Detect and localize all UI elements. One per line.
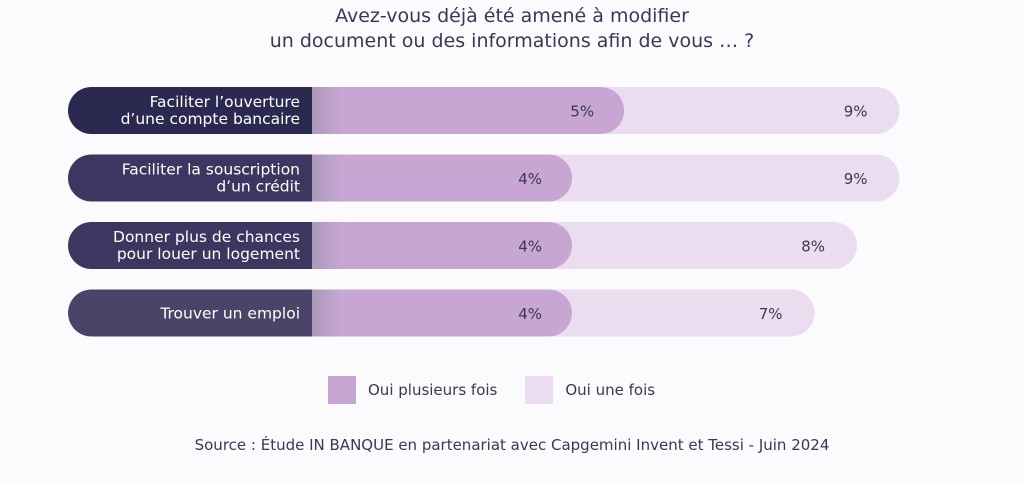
- value-label-une: 8%: [801, 238, 825, 256]
- bar-shadow: [312, 154, 342, 202]
- legend-swatch-plusieurs: [328, 376, 356, 404]
- legend: Oui plusieurs fois Oui une fois: [328, 376, 655, 404]
- value-label-une: 7%: [759, 305, 783, 323]
- value-label-plusieurs: 4%: [518, 305, 542, 323]
- value-label-une: 9%: [844, 170, 868, 188]
- legend-label-une: Oui une fois: [565, 381, 656, 399]
- chart-title: Avez-vous déjà été amené à modifier un d…: [0, 4, 1024, 54]
- value-label-une: 9%: [844, 103, 868, 121]
- bar-row: Donner plus de chances pour louer un loge…: [68, 222, 857, 269]
- legend-item-plusieurs: Oui plusieurs fois: [328, 376, 497, 404]
- value-label-plusieurs: 4%: [518, 170, 542, 188]
- bar-segment-plusieurs: [288, 86, 625, 134]
- bar-row: Faciliter l’ouverture d’une compte bancai…: [68, 86, 900, 134]
- bar-row: Trouver un emploi 4% 7%: [68, 289, 815, 337]
- bar-segment-plusieurs: [288, 222, 572, 269]
- bar-shadow: [312, 289, 342, 337]
- category-pill: [68, 87, 312, 134]
- chart-title-line-1: Avez-vous déjà été amené à modifier: [335, 5, 689, 27]
- bar-shadow: [312, 222, 342, 269]
- value-label-plusieurs: 5%: [570, 103, 594, 121]
- bar-shadow: [312, 87, 342, 134]
- legend-label-plusieurs: Oui plusieurs fois: [368, 381, 498, 399]
- category-pill: [68, 154, 312, 202]
- bar-row: Faciliter la souscription d’un crédit 4% 9%: [68, 154, 900, 202]
- stacked-bar-chart: Faciliter l’ouverture d’une compte bancai…: [68, 86, 900, 337]
- value-label-plusieurs: 4%: [518, 238, 542, 256]
- bar-segment-plusieurs: [288, 154, 572, 202]
- legend-item-une: Oui une fois: [525, 376, 655, 404]
- category-label: Donner plus de chances pour louer un loge…: [113, 228, 300, 263]
- category-label: Trouver un emploi: [159, 305, 300, 323]
- category-label: Faciliter l’ouverture d’une compte bancai…: [121, 93, 300, 128]
- chart-title-line-2: un document ou des informations afin de …: [269, 30, 755, 52]
- legend-swatch-une: [525, 376, 554, 404]
- category-pill: [68, 289, 312, 337]
- category-label: Faciliter la souscription d’un crédit: [122, 161, 300, 196]
- bar-segment-plusieurs: [288, 289, 572, 337]
- source-note: Source : Étude IN BANQUE en partenariat …: [194, 436, 830, 454]
- category-pill: [68, 222, 312, 269]
